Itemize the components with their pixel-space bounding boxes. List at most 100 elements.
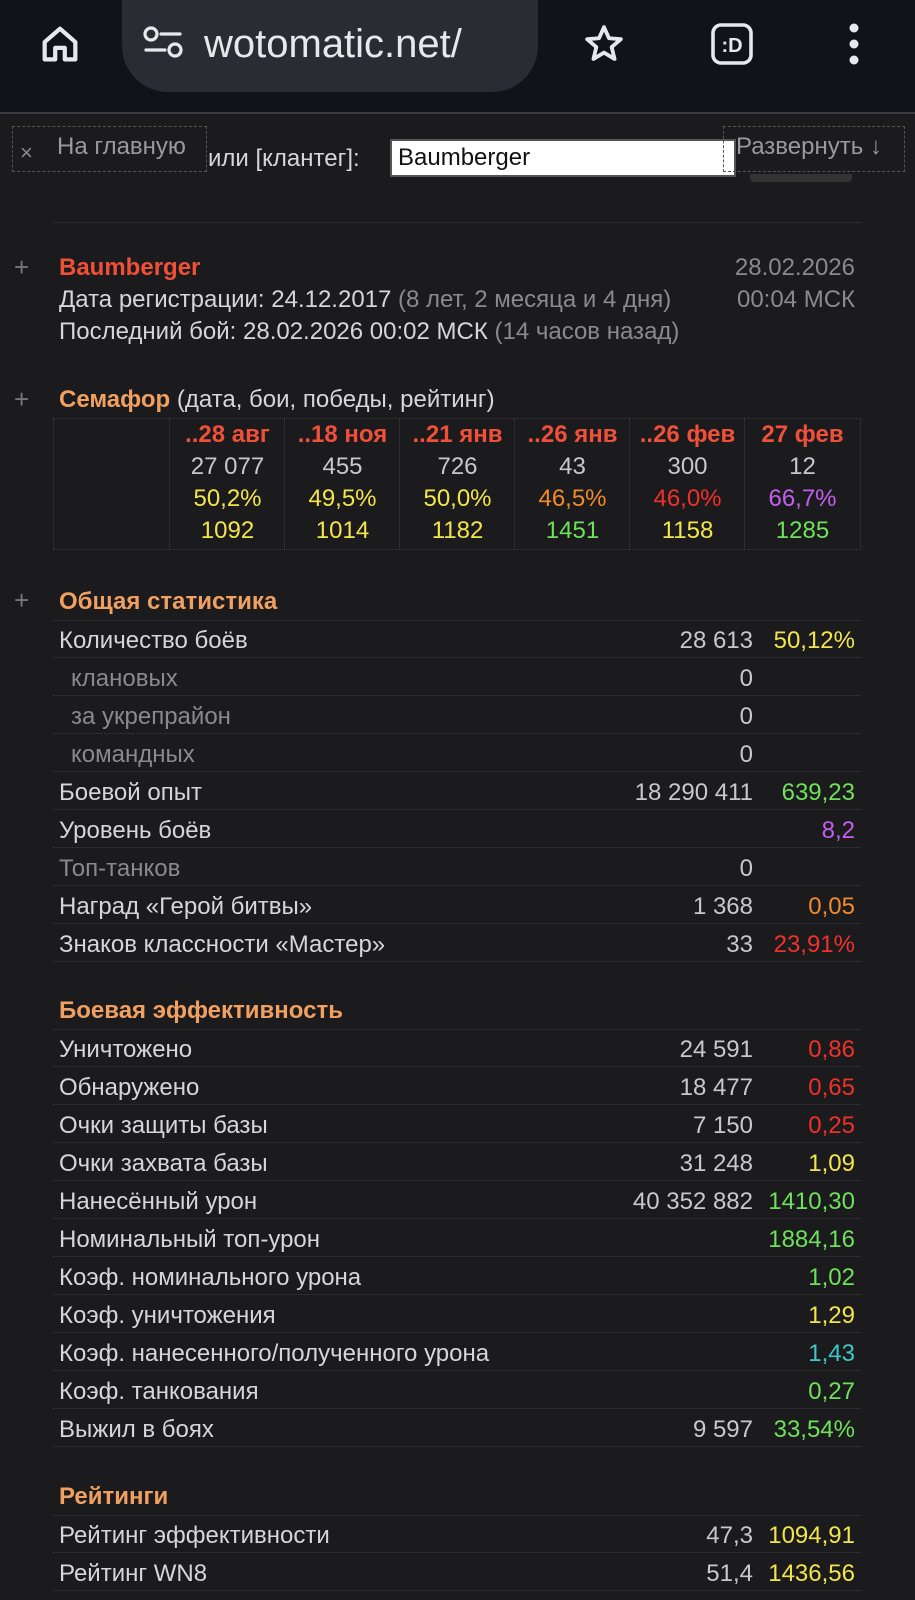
semaphore-column: ..21 янв 726 50,0% 1182 — [399, 419, 515, 549]
stat-metric: 23,91% — [773, 931, 855, 958]
stat-row: Очки защиты базы 7 150 0,25 — [53, 1106, 861, 1143]
registration-ago: (8 лет, 2 месяца и 4 дня) — [398, 286, 672, 313]
semaphore-date: ..21 янв — [412, 421, 503, 448]
stat-value: 0 — [739, 703, 753, 730]
semaphore-table: ..28 авг 27 077 50,2% 1092 ..18 ноя 455 49,5% 1… — [53, 418, 861, 550]
last-battle-info: Последний бой: 28.02.2026 00:02 МСК (14 … — [59, 318, 679, 346]
tabs-icon[interactable]: :D — [706, 18, 758, 70]
stat-row: Топ-танков 0 — [53, 849, 861, 886]
semaphore-column: ..18 ноя 455 49,5% 1014 — [284, 419, 400, 549]
stat-label: Рейтинг эффективности — [59, 1522, 330, 1549]
stat-metric: 0,27 — [808, 1378, 855, 1405]
stat-metric: 0,05 — [808, 893, 855, 920]
stat-metric: 0,86 — [808, 1036, 855, 1063]
plus-icon[interactable]: + — [14, 585, 30, 615]
stat-row: Номинальный топ-урон 1884,16 — [53, 1220, 861, 1257]
expand-button[interactable]: Развернуть ↓ — [723, 126, 905, 172]
stat-row: Наград «Герой битвы» 1 368 0,05 — [53, 887, 861, 924]
semaphore-column: ..26 фев 300 46,0% 1158 — [629, 419, 745, 549]
stat-label: Коэф. танкования — [59, 1378, 259, 1405]
stat-metric: 1,02 — [808, 1264, 855, 1291]
semaphore-battles: 43 — [559, 453, 586, 480]
stat-value: 24 591 — [679, 1036, 753, 1063]
stat-label: Рейтинг WN8 — [59, 1560, 208, 1587]
stat-label: Коэф. нанесенного/полученного урона — [59, 1340, 490, 1367]
stat-row: Очки захвата базы 31 248 1,09 — [53, 1144, 861, 1181]
stat-value: 9 597 — [692, 1416, 753, 1443]
stat-value: 51,4 — [706, 1560, 753, 1587]
semaphore-wins: 49,5% — [308, 485, 377, 512]
stat-metric: 33,54% — [773, 1416, 855, 1443]
last-battle: Последний бой: 28.02.2026 00:02 МСК — [59, 318, 488, 345]
stat-label: Номинальный топ-урон — [59, 1226, 321, 1253]
stat-metric: 1094,91 — [768, 1522, 855, 1549]
stat-row: Коэф. уничтожения 1,29 — [53, 1296, 861, 1333]
semaphore-column: ..28 авг 27 077 50,2% 1092 — [169, 419, 285, 549]
stat-row: Нанесённый урон 40 352 882 1410,30 — [53, 1182, 861, 1219]
stat-metric: 8,2 — [821, 817, 855, 844]
registration-info: Дата регистрации: 24.12.2017 (8 лет, 2 м… — [59, 286, 671, 314]
ratings-title: Рейтинги — [59, 1483, 169, 1510]
semaphore-rating: 1285 — [775, 517, 830, 544]
more-vert-icon[interactable] — [828, 18, 880, 70]
stat-row: Количество боёв 28 613 50,12% — [53, 621, 861, 658]
stat-row: Коэф. танкования 0,27 — [53, 1372, 861, 1409]
stat-value: 33 — [726, 931, 753, 958]
stat-value: 40 352 882 — [632, 1188, 753, 1215]
semaphore-title: Семафор — [59, 386, 171, 413]
stat-row: Знаков классности «Мастер» 33 23,91% — [53, 925, 861, 962]
stat-label: Наград «Герой битвы» — [59, 893, 313, 920]
stat-row: клановых 0 — [53, 659, 861, 696]
current-time: 00:04 МСК — [736, 286, 855, 313]
stat-value: 18 477 — [679, 1074, 753, 1101]
semaphore-wins: 50,2% — [193, 485, 262, 512]
stat-row: Коэф. номинального урона 1,02 — [53, 1258, 861, 1295]
close-icon: × — [20, 140, 33, 165]
address-bar[interactable]: wotomatic.net/ — [122, 0, 538, 92]
home-link-button[interactable]: × На главную — [12, 126, 207, 172]
semaphore-subtitle: (дата, бои, победы, рейтинг) — [176, 386, 495, 413]
general-stats-title: Общая статистика — [59, 588, 278, 615]
stat-label: командных — [71, 741, 195, 768]
semaphore-column: 27 фев 12 66,7% 1285 — [744, 419, 860, 549]
semaphore-date: ..26 янв — [527, 421, 618, 448]
stat-value: 28 613 — [679, 627, 753, 654]
stat-label: Очки защиты базы — [59, 1112, 268, 1139]
site-settings-icon[interactable] — [138, 20, 188, 64]
semaphore-battles: 12 — [789, 453, 816, 480]
stat-row: Уничтожено 24 591 0,86 — [53, 1030, 861, 1067]
plus-icon[interactable]: + — [14, 384, 30, 414]
plus-icon[interactable]: + — [14, 252, 30, 282]
stat-metric: 1,29 — [808, 1302, 855, 1329]
stat-row: Обнаружено 18 477 0,65 — [53, 1068, 861, 1105]
home-link-label: На главную — [57, 133, 186, 160]
stat-label: Обнаружено — [59, 1074, 200, 1101]
efficiency-title: Боевая эффективность — [59, 997, 343, 1024]
current-date: 28.02.2026 — [734, 254, 855, 281]
stat-value: 7 150 — [692, 1112, 753, 1139]
search-button-edge — [750, 174, 852, 182]
stat-label: клановых — [71, 665, 178, 692]
stat-row: командных 0 — [53, 735, 861, 772]
stat-metric: 1,43 — [808, 1340, 855, 1367]
stat-metric: 1,09 — [808, 1150, 855, 1177]
stat-value: 18 290 411 — [634, 779, 753, 806]
stat-label: Выжил в боях — [59, 1416, 214, 1443]
stat-metric: 639,23 — [781, 779, 855, 806]
semaphore-wins: 46,5% — [538, 485, 607, 512]
semaphore-wins: 50,0% — [423, 485, 492, 512]
stat-metric: 0,25 — [808, 1112, 855, 1139]
stat-value: 31 248 — [679, 1150, 753, 1177]
home-icon[interactable] — [34, 18, 86, 70]
stat-label: Количество боёв — [59, 627, 248, 654]
stat-label: Коэф. уничтожения — [59, 1302, 276, 1329]
star-icon[interactable] — [578, 18, 630, 70]
stat-label: Нанесённый урон — [59, 1188, 258, 1215]
stat-label: Уничтожено — [59, 1036, 193, 1063]
stat-row: Выжил в боях 9 597 33,54% — [53, 1410, 861, 1447]
semaphore-rating: 1158 — [661, 517, 714, 544]
divider — [53, 222, 861, 223]
search-input[interactable] — [390, 139, 736, 177]
stat-label: Очки захвата базы — [59, 1150, 268, 1177]
semaphore-rating: 1092 — [200, 517, 255, 544]
